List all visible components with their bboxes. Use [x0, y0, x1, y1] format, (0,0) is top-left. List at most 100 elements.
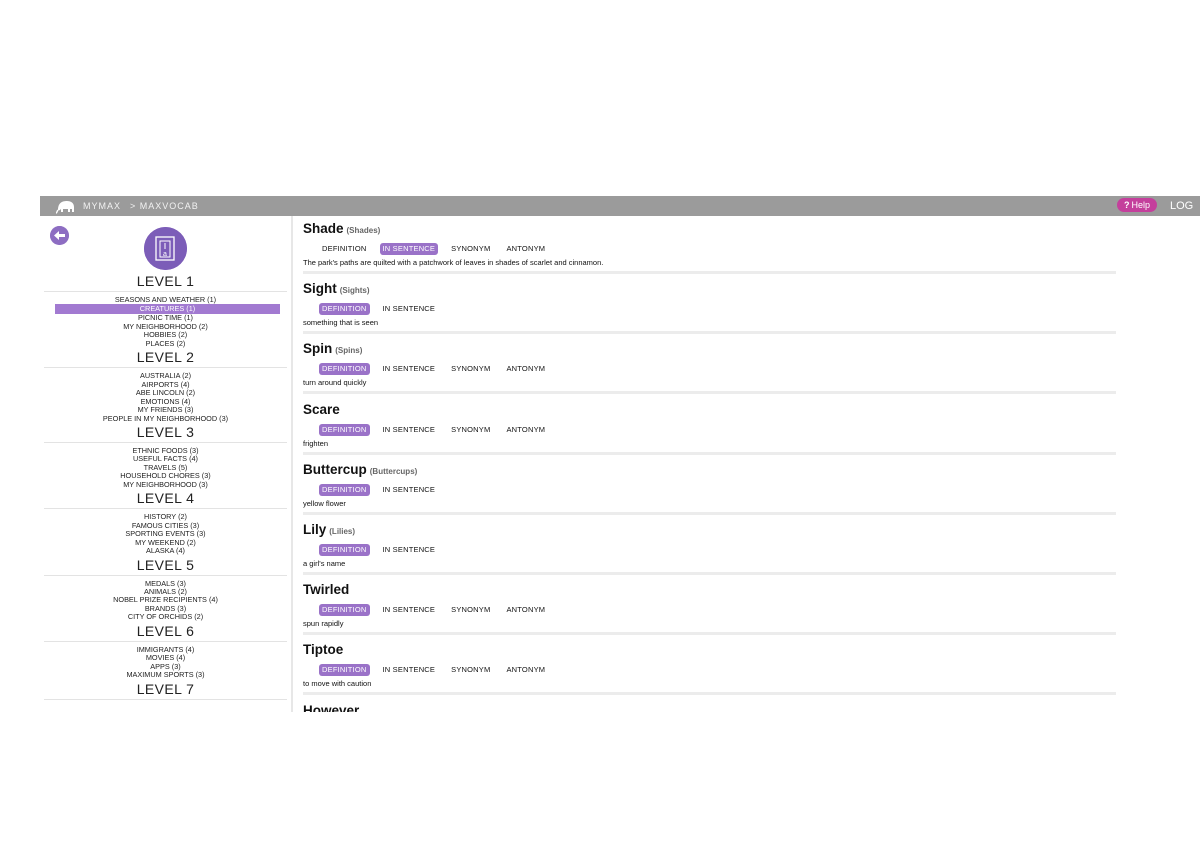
topic-item[interactable]: CREATURES (1) — [55, 304, 280, 315]
word-tabs: DEFINITION IN SENTENCE — [319, 479, 448, 496]
topic-item[interactable]: NOBEL PRIZE RECIPIENTS (4) — [113, 595, 218, 605]
help-button[interactable]: ? Help — [1117, 198, 1158, 212]
tab-in-sentence[interactable]: IN SENTENCE — [379, 243, 439, 255]
word-plural: (Sights) — [339, 286, 370, 296]
tab-definition[interactable]: DEFINITION — [319, 423, 370, 436]
tab-definition[interactable]: DEFINITION — [319, 303, 370, 316]
tab-antonym[interactable]: ANTONYM — [506, 364, 546, 374]
breadcrumb-home[interactable]: MYMAX — [83, 201, 122, 211]
word-name: However — [303, 702, 360, 712]
topic-list: ETHNIC FOODS (3) USEFUL FACTS (4) TRAVELS … — [44, 445, 287, 489]
tab-synonym[interactable]: SYNONYM — [451, 364, 491, 374]
topic-item[interactable]: MOVIES (4) — [145, 653, 186, 663]
svg-text:a: a — [163, 251, 167, 258]
tab-antonym[interactable]: ANTONYM — [506, 424, 546, 434]
word-card: Tiptoe DEFINITION IN SENTENCE SYNONYM ANTONY… — [303, 637, 1116, 697]
topic-item[interactable]: AUSTRALIA (2) — [139, 371, 192, 381]
topic-item[interactable]: ALASKA (4) — [146, 546, 185, 556]
topic-item[interactable]: HISTORY (2) — [144, 512, 187, 522]
topic-item[interactable]: MY FRIENDS (3) — [137, 405, 194, 415]
tab-in-sentence[interactable]: IN SENTENCE — [382, 304, 436, 314]
topic-item[interactable]: SEASONS AND WEATHER (1) — [114, 295, 217, 304]
tab-synonym[interactable]: SYNONYM — [451, 605, 491, 615]
word-plural: (Spins) — [335, 346, 363, 356]
topic-item[interactable]: EMOTIONS (4) — [140, 396, 191, 406]
topic-item[interactable]: AIRPORTS (4) — [141, 379, 190, 389]
tab-in-sentence[interactable]: IN SENTENCE — [382, 364, 436, 374]
tab-definition[interactable]: DEFINITION — [319, 363, 370, 376]
logout-link[interactable]: LOG — [1170, 200, 1194, 212]
tab-synonym[interactable]: SYNONYM — [451, 424, 491, 434]
topic-item[interactable]: PLACES (2) — [145, 338, 186, 348]
level-divider — [44, 508, 287, 510]
tab-antonym[interactable]: ANTONYM — [506, 665, 546, 675]
tab-definition[interactable]: DEFINITION — [322, 244, 367, 253]
level-divider — [44, 367, 287, 369]
topic-list: IMMIGRANTS (4) MOVIES (4) APPS (3) MAXIMUM … — [44, 644, 287, 680]
level-heading: LEVEL 2 — [136, 349, 195, 366]
word-content: turn around quickly — [303, 378, 367, 388]
topic-item[interactable]: ABE LINCOLN (2) — [135, 388, 196, 398]
topic-item[interactable]: CITY OF ORCHIDS (2) — [127, 612, 204, 622]
topic-item[interactable]: ETHNIC FOODS (3) — [132, 445, 199, 455]
tab-synonym[interactable]: SYNONYM — [451, 665, 491, 675]
topic-item[interactable]: SPORTING EVENTS (3) — [125, 529, 206, 539]
help-label: Help — [1131, 200, 1151, 210]
word-content: spun rapidly — [303, 619, 344, 629]
level-divider — [44, 640, 287, 642]
tab-in-sentence[interactable]: IN SENTENCE — [382, 545, 436, 554]
tab-definition[interactable]: DEFINITION — [319, 544, 370, 556]
topic-item[interactable]: PEOPLE IN MY NEIGHBORHOOD (3) — [102, 413, 229, 423]
word-card: Lily (Lilies) DEFINITION IN SENTENCE a girl'… — [303, 517, 1116, 577]
word-card: Sight (Sights) DEFINITION IN SENTENCE someth… — [303, 276, 1116, 336]
word-plural: (Lilies) — [329, 527, 356, 536]
word-plural: (Shades) — [346, 226, 381, 235]
topic-item[interactable]: MEDALS (3) — [145, 578, 186, 588]
tab-in-sentence[interactable]: IN SENTENCE — [382, 424, 436, 434]
topic-item[interactable]: MY NEIGHBORHOOD (3) — [123, 479, 208, 489]
topic-item[interactable]: IMMIGRANTS (4) — [136, 644, 195, 654]
tab-definition[interactable]: DEFINITION — [319, 604, 370, 617]
topic-item[interactable]: ANIMALS (2) — [144, 586, 187, 596]
topic-item[interactable]: MY NEIGHBORHOOD (2) — [123, 321, 208, 331]
word-divider — [303, 451, 1116, 455]
tab-in-sentence[interactable]: IN SENTENCE — [382, 665, 436, 675]
word-name: Scare — [303, 401, 340, 417]
topic-item[interactable]: APPS (3) — [150, 661, 181, 671]
word-tabs: DEFINITION IN SENTENCE — [319, 298, 448, 316]
word-divider — [303, 391, 1116, 395]
topic-item[interactable]: MY WEEKEND (2) — [135, 537, 196, 547]
level-heading: LEVEL 1 — [136, 273, 195, 289]
tab-antonym[interactable]: ANTONYM — [506, 244, 546, 253]
word-tabs: DEFINITION IN SENTENCE SYNONYM ANTONYM — [319, 238, 558, 255]
top-bar: MYMAX > MAXVOCAB ? Help LOG — [40, 196, 1200, 216]
word-name: Sight — [303, 281, 337, 297]
word-divider — [303, 632, 1116, 636]
topic-item[interactable]: FAMOUS CITIES (3) — [131, 520, 200, 530]
topic-item[interactable]: HOBBIES (2) — [143, 330, 188, 340]
topic-item[interactable]: HOUSEHOLD CHORES (3) — [120, 471, 211, 481]
tab-in-sentence[interactable]: IN SENTENCE — [382, 605, 436, 615]
word-title: Shade (Shades) — [303, 220, 380, 238]
topic-item[interactable]: PICNIC TIME (1) — [137, 313, 193, 323]
question-icon: ? — [1124, 200, 1130, 210]
word-title: Spin (Spins) — [303, 340, 362, 358]
tab-synonym[interactable]: SYNONYM — [451, 244, 491, 253]
breadcrumb-current[interactable]: > MAXVOCAB — [130, 201, 199, 211]
elephant-logo-icon[interactable] — [56, 198, 76, 214]
topic-item[interactable]: BRANDS (3) — [144, 603, 187, 613]
word-card: Scare DEFINITION IN SENTENCE SYNONYM ANTONYM… — [303, 397, 1116, 457]
word-card: Spin (Spins) DEFINITION IN SENTENCE SYNONYM A… — [303, 336, 1116, 396]
level-heading: LEVEL 3 — [136, 423, 195, 440]
tab-in-sentence[interactable]: IN SENTENCE — [382, 484, 436, 494]
topic-item[interactable]: MAXIMUM SPORTS (3) — [126, 670, 205, 680]
tab-definition[interactable]: DEFINITION — [319, 483, 370, 496]
level-heading: LEVEL 4 — [136, 490, 195, 507]
tab-antonym[interactable]: ANTONYM — [506, 605, 546, 615]
tab-definition[interactable]: DEFINITION — [319, 664, 370, 677]
back-arrow-icon[interactable] — [50, 226, 69, 245]
word-content: a girl's name — [303, 559, 346, 568]
topic-item[interactable]: USEFUL FACTS (4) — [132, 454, 198, 464]
level-divider — [44, 291, 287, 292]
topic-item[interactable]: TRAVELS (5) — [143, 462, 188, 472]
